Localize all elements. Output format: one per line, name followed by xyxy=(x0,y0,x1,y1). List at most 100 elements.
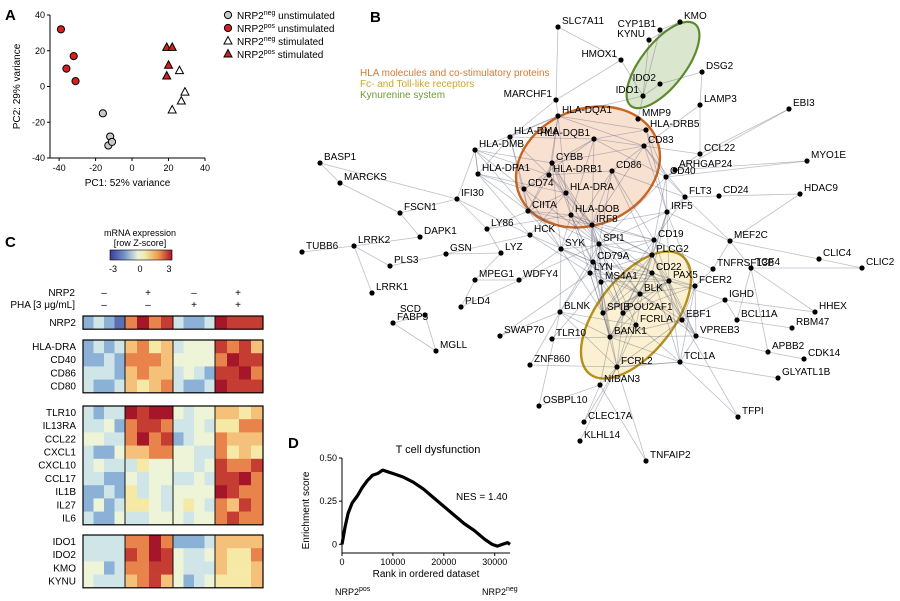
network-edge xyxy=(616,361,681,368)
network-node xyxy=(641,143,647,149)
network-node xyxy=(546,172,552,178)
heatmap-cell xyxy=(137,353,150,367)
network-edge xyxy=(591,224,594,263)
kynurenine-cluster-ellipse xyxy=(625,20,701,110)
network-node-label: CD74 xyxy=(528,178,554,189)
heatmap-cell xyxy=(161,340,174,354)
heatmap-cell xyxy=(215,511,228,526)
fc-tlr-cluster-ellipse xyxy=(579,250,693,380)
network-edge xyxy=(818,258,863,269)
network-edge xyxy=(668,280,726,301)
network-edge xyxy=(602,312,618,368)
heatmap-cell xyxy=(83,379,94,394)
network-node xyxy=(682,194,688,200)
network-edge xyxy=(551,138,595,164)
network-edge xyxy=(609,272,653,338)
network-edge xyxy=(724,299,738,321)
heatmap-cell xyxy=(183,340,195,354)
expression-heatmap: mRNA expression[row Z-score]-3 0 3NRP2PHA … xyxy=(10,228,264,589)
heatmap-cell xyxy=(183,419,195,433)
network-edge xyxy=(651,272,683,321)
network-edge xyxy=(611,170,686,198)
network-node-label: HLA-DRA xyxy=(570,182,614,193)
network-edge xyxy=(486,214,572,230)
heatmap-row-label: CD40 xyxy=(50,355,76,366)
network-node xyxy=(555,113,561,119)
network-node xyxy=(677,19,683,25)
network-edge xyxy=(557,115,645,147)
network-edge xyxy=(609,319,683,338)
network-edge xyxy=(651,254,697,337)
heatmap-cell xyxy=(173,316,184,330)
network-edge xyxy=(560,248,604,314)
network-node xyxy=(475,171,481,177)
network-edge xyxy=(591,224,655,241)
network-edge xyxy=(560,248,594,263)
network-edge xyxy=(456,149,476,200)
heatmap-cell xyxy=(251,432,264,446)
heatmap-cell xyxy=(227,366,240,380)
heatmap-pha-mark: + xyxy=(191,300,197,311)
network-node-label: EBF1 xyxy=(686,309,711,320)
network-edge xyxy=(589,254,653,274)
network-node xyxy=(727,238,733,244)
network-edge xyxy=(456,198,488,230)
network-edge xyxy=(557,95,644,117)
network-node-label: FCER2 xyxy=(699,275,732,286)
network-node-label: MYO1E xyxy=(811,150,846,161)
gsea-title: T cell dysfunction xyxy=(396,444,481,456)
heatmap-cell xyxy=(204,353,216,367)
network-node-label: CIITA xyxy=(532,200,557,211)
heatmap-cell xyxy=(251,353,264,367)
network-edge xyxy=(599,384,647,462)
heatmap-cell xyxy=(194,353,205,367)
network-edge xyxy=(639,285,696,295)
network-edge xyxy=(668,280,697,337)
heatmap-row-label: IDO1 xyxy=(53,537,77,548)
network-edge xyxy=(527,210,593,226)
pca-legend-rest: unstimulated xyxy=(275,11,334,22)
heatmap-cell xyxy=(149,316,162,330)
network-node xyxy=(635,116,641,122)
gsea-x-tick-label: 0 xyxy=(339,557,344,567)
network-node-label: MPEG1 xyxy=(479,269,514,280)
network-node xyxy=(722,297,728,303)
heatmap-cell xyxy=(149,379,162,394)
heatmap-cell xyxy=(114,535,126,549)
network-edge xyxy=(616,319,683,368)
network-node xyxy=(433,348,439,354)
heatmap-cell xyxy=(215,548,228,562)
heatmap-cell xyxy=(173,340,184,354)
heatmap-cell xyxy=(173,548,184,562)
network-node-label: VPREB3 xyxy=(700,325,740,336)
heatmap-row-label: CCL17 xyxy=(45,474,77,485)
heatmap-cell xyxy=(239,432,252,446)
heatmap-cell xyxy=(239,458,252,473)
network-edge xyxy=(591,224,641,295)
network-node xyxy=(590,259,596,265)
heatmap-cell xyxy=(204,379,216,394)
pca-legend-marker xyxy=(223,10,233,20)
heatmap-cell xyxy=(114,432,126,446)
network-edge xyxy=(560,214,572,250)
network-edge xyxy=(551,336,611,340)
pca-legend-main: NRP2 xyxy=(237,37,264,48)
network-edge xyxy=(736,319,793,329)
network-node-label: MARCKS xyxy=(344,172,387,183)
network-node-label: PLCG2 xyxy=(656,244,689,255)
network-edge xyxy=(486,210,529,230)
network-edge xyxy=(474,149,525,190)
network-edge xyxy=(666,211,731,242)
network-edge xyxy=(598,243,653,274)
network-node xyxy=(498,250,504,256)
gsea-enrichment-line xyxy=(340,468,511,548)
heatmap-cell xyxy=(83,353,94,367)
network-node-label: POU2AF1 xyxy=(627,302,673,313)
heatmap-cell xyxy=(239,485,252,499)
network-edge xyxy=(598,243,604,314)
heatmap-cell xyxy=(251,485,264,499)
network-edge xyxy=(474,149,479,175)
heatmap-cell xyxy=(183,353,195,367)
heatmap-cell xyxy=(204,458,216,473)
network-edge xyxy=(729,240,752,269)
